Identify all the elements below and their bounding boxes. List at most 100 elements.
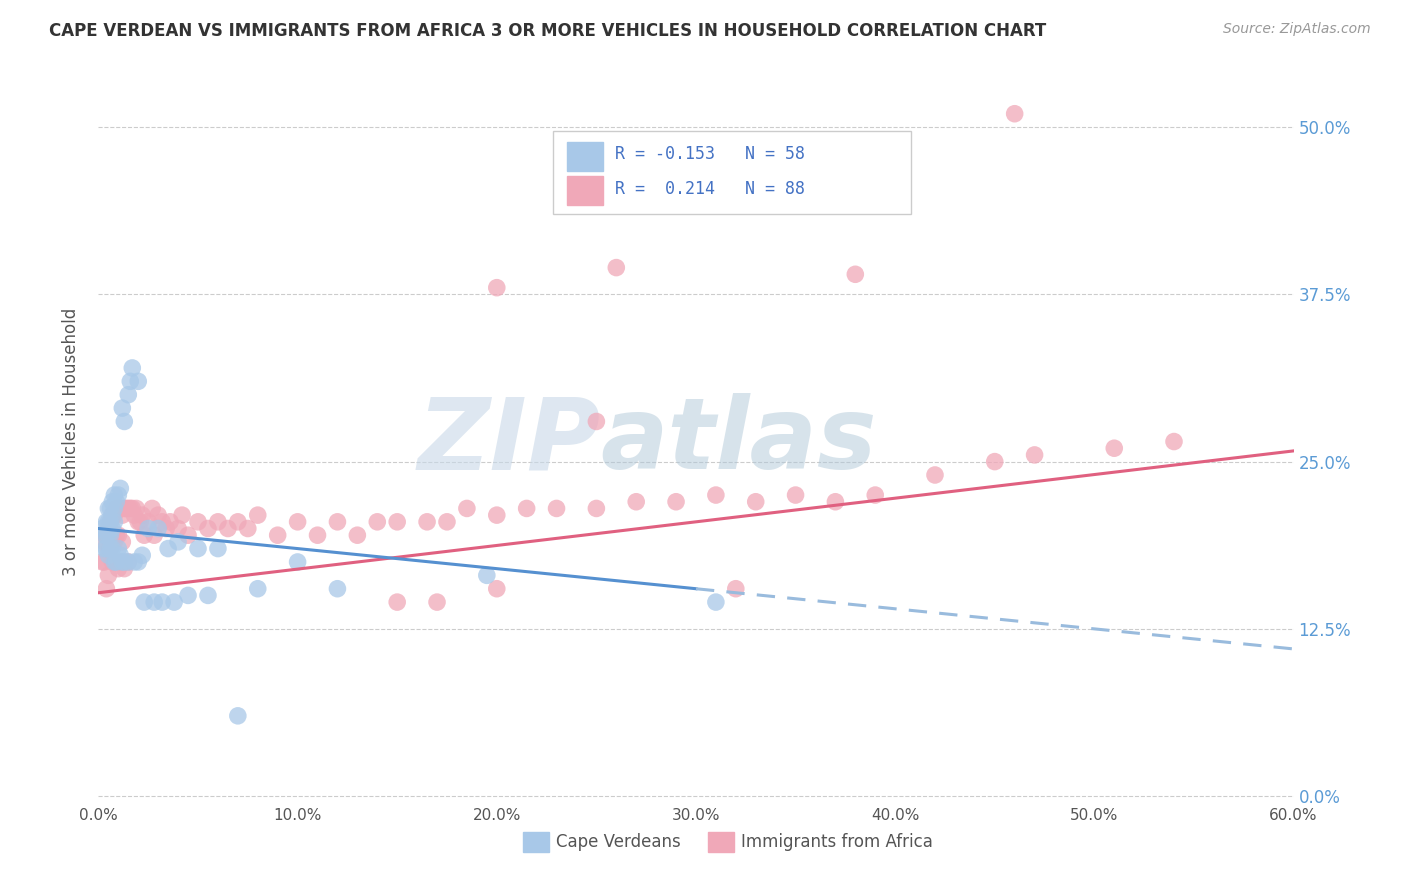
Point [307,528,329,542]
Point [172,508,194,523]
Bar [709,831,734,852]
Point [96,528,118,542]
Point [865,488,887,502]
Point [546,501,568,516]
Point [103,488,125,502]
Point [91,521,114,535]
Point [134,528,156,542]
Point [177,528,200,542]
Point [143,595,166,609]
Point [103,508,125,523]
Point [155,521,177,535]
Point [93,555,115,569]
Point [485,281,508,295]
Point [98,528,122,542]
Point [136,521,159,535]
Point [93,535,115,549]
Point [117,501,139,516]
Point [1004,107,1026,121]
Text: R =  0.214   N = 88: R = 0.214 N = 88 [614,179,804,198]
Point [724,582,747,596]
Point [207,541,229,556]
Point [111,508,134,523]
Point [98,515,122,529]
Point [326,515,349,529]
Point [143,528,166,542]
Point [103,535,125,549]
Point [416,515,439,529]
Point [101,508,124,523]
Point [187,515,209,529]
Point [98,541,122,556]
Point [1024,448,1046,462]
Point [121,501,143,516]
Point [120,501,142,516]
Point [96,541,118,556]
Point [103,501,125,516]
Point [346,528,368,542]
Point [127,555,149,569]
Point [93,528,115,542]
Point [105,528,128,542]
Point [236,521,259,535]
Point [131,508,153,523]
Point [125,501,148,516]
Point [785,488,807,502]
Point [111,401,134,416]
Point [101,528,124,542]
Point [107,528,129,542]
Point [97,501,120,516]
Point [105,494,128,508]
Point [97,515,120,529]
Point [105,555,128,569]
Point [110,555,132,569]
Point [167,521,190,535]
Bar [567,142,603,170]
Point [115,501,138,516]
Point [207,515,229,529]
Point [485,582,508,596]
Point [177,589,200,603]
Point [112,562,135,576]
Point [112,501,135,516]
Point [93,541,115,556]
Point [148,508,170,523]
Point [150,595,173,609]
Text: Cape Verdeans: Cape Verdeans [557,833,681,851]
Point [121,361,143,376]
Text: ZIP: ZIP [418,393,600,490]
Point [426,595,449,609]
Point [844,268,866,282]
Point [197,589,219,603]
Point [267,528,290,542]
Point [385,595,409,609]
Point [101,521,124,535]
Point [226,708,249,723]
Point [107,541,129,556]
Bar [523,831,548,852]
Point [107,562,129,576]
Point [111,535,134,549]
Point [157,541,180,556]
Point [105,501,128,516]
Text: Source: ZipAtlas.com: Source: ZipAtlas.com [1223,22,1371,37]
Point [91,555,114,569]
Point [226,515,249,529]
Point [103,515,125,529]
Point [98,541,122,556]
Point [475,568,498,582]
Point [924,467,946,482]
Point [97,568,120,582]
Point [98,501,122,516]
Point [287,515,309,529]
Point [385,515,409,529]
Point [287,555,309,569]
Point [110,482,132,496]
Point [485,508,508,523]
Text: CAPE VERDEAN VS IMMIGRANTS FROM AFRICA 3 OR MORE VEHICLES IN HOUSEHOLD CORRELATI: CAPE VERDEAN VS IMMIGRANTS FROM AFRICA 3… [49,22,1046,40]
Point [246,582,269,596]
Point [101,541,124,556]
Y-axis label: 3 or more Vehicles in Household: 3 or more Vehicles in Household [62,308,80,575]
Point [112,414,135,428]
Point [159,515,181,529]
